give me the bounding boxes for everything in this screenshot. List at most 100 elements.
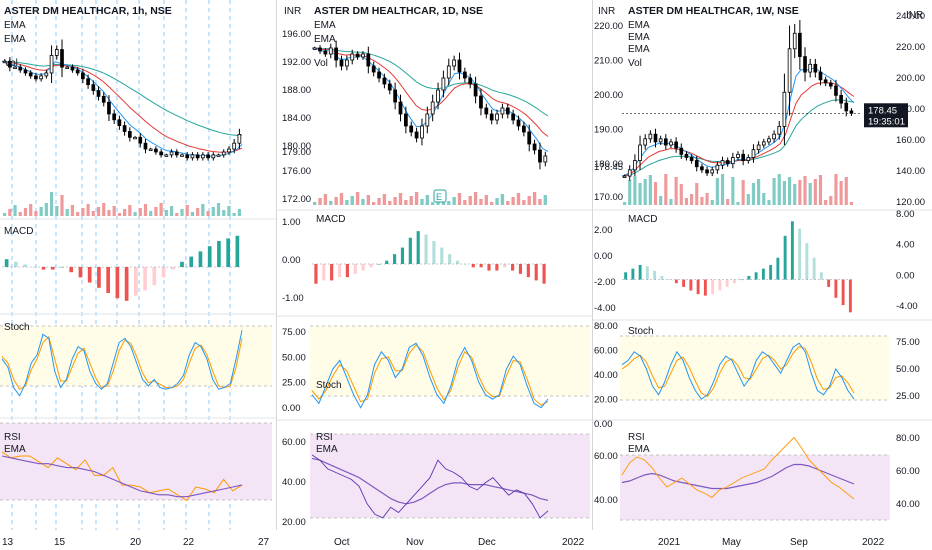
volume-bar	[543, 195, 547, 205]
macd-bar	[769, 265, 773, 280]
candle	[195, 154, 200, 159]
candle	[627, 169, 632, 177]
candle	[849, 110, 854, 114]
rsi-tick-label: 80.00	[896, 433, 920, 444]
stoch-label: Stoch	[4, 322, 30, 333]
candle	[731, 157, 735, 165]
stoch-k-line	[311, 342, 549, 409]
candle	[323, 50, 328, 55]
macd-bar	[624, 272, 628, 280]
candle	[684, 153, 689, 158]
rsi-ema-line	[311, 457, 549, 505]
volume-bar	[65, 209, 69, 216]
candle	[633, 160, 637, 171]
volume-bar	[463, 200, 467, 205]
volume-bar	[479, 199, 483, 205]
volume-bar	[159, 203, 163, 216]
volume-bar	[522, 200, 526, 205]
volume-bar	[793, 184, 797, 205]
candle	[49, 55, 54, 74]
candle	[13, 66, 17, 70]
rsi-tick-label: 40.00	[282, 477, 306, 488]
volume-bar	[138, 208, 142, 216]
candle	[387, 83, 392, 91]
time-tick-label: 15	[54, 537, 66, 548]
rsi-line	[311, 454, 549, 519]
volume-bar	[659, 196, 663, 205]
candle	[112, 113, 117, 121]
macd-bar	[740, 279, 744, 281]
volume-bar	[538, 199, 542, 205]
volume-bar	[787, 177, 792, 205]
left-stoch-tick-label: 60.00	[594, 346, 618, 357]
time-tick-label: 20	[130, 537, 142, 548]
macd-bar	[393, 254, 397, 264]
candle	[495, 113, 499, 121]
last-price-badge	[864, 103, 908, 128]
volume-bar	[372, 202, 376, 205]
volume-bar	[803, 176, 807, 205]
macd-bar	[732, 279, 736, 284]
candle	[148, 148, 153, 151]
left-price-tick-label: 220.00	[594, 21, 623, 32]
macd-bar	[711, 279, 715, 295]
macd-bar	[432, 241, 436, 264]
currency-label: INR	[284, 6, 301, 17]
panel-1w: 178.4519:35:01220.00210.00200.00190.0018…	[593, 5, 932, 548]
candle	[143, 142, 148, 150]
volume-bar	[149, 211, 153, 216]
candle	[334, 47, 339, 61]
volume-bar	[3, 213, 7, 216]
stoch-label: Stoch	[316, 380, 342, 391]
volume-bar	[695, 183, 699, 205]
volume-bar	[18, 212, 22, 216]
macd-bar	[14, 261, 18, 267]
volume-bar	[818, 175, 823, 205]
volume-bar	[329, 201, 333, 205]
left-price-tick-label: 170.00	[594, 192, 623, 203]
macd-bar	[674, 279, 678, 284]
volume-label: Vol	[4, 58, 18, 69]
candle	[505, 107, 510, 115]
left-price-tick-label: 210.00	[594, 56, 623, 67]
macd-bar	[198, 251, 203, 267]
candle	[664, 138, 668, 146]
macd-bar	[638, 265, 642, 280]
macd-bar	[718, 279, 722, 291]
macd-bar	[170, 267, 175, 270]
candle	[803, 56, 807, 73]
price-tick-label: 176.00	[282, 166, 311, 177]
ema-label: EMA	[628, 32, 650, 43]
volume-bar	[404, 200, 408, 205]
volume-bar	[164, 210, 168, 216]
volume-bar	[355, 192, 360, 205]
volume-bar	[798, 180, 802, 205]
time-tick-label: 22	[183, 537, 195, 548]
candle	[159, 151, 163, 156]
macd-bar	[180, 261, 184, 267]
ema-line	[1, 60, 243, 136]
candle	[452, 59, 457, 67]
volume-bar	[420, 199, 424, 205]
volume-bar	[726, 199, 730, 205]
volume-bar	[700, 197, 704, 205]
macd-bar	[479, 264, 483, 268]
volume-label: Vol	[628, 58, 642, 69]
candle	[694, 160, 699, 168]
volume-bar	[484, 195, 488, 205]
volume-bar	[679, 184, 683, 205]
candle	[180, 154, 184, 157]
candle	[371, 65, 376, 73]
macd-bar	[69, 267, 74, 273]
volume-bar	[216, 203, 221, 216]
volume-bar	[777, 174, 781, 205]
volume-bar	[206, 211, 210, 216]
volume-bar	[409, 196, 413, 205]
candle	[741, 153, 745, 161]
price-tick-label: 140.00	[896, 166, 925, 177]
macd-bar	[542, 264, 546, 284]
volume-bar	[60, 195, 64, 216]
volume-bar	[414, 192, 419, 205]
candle	[377, 71, 381, 79]
candle	[430, 101, 435, 115]
